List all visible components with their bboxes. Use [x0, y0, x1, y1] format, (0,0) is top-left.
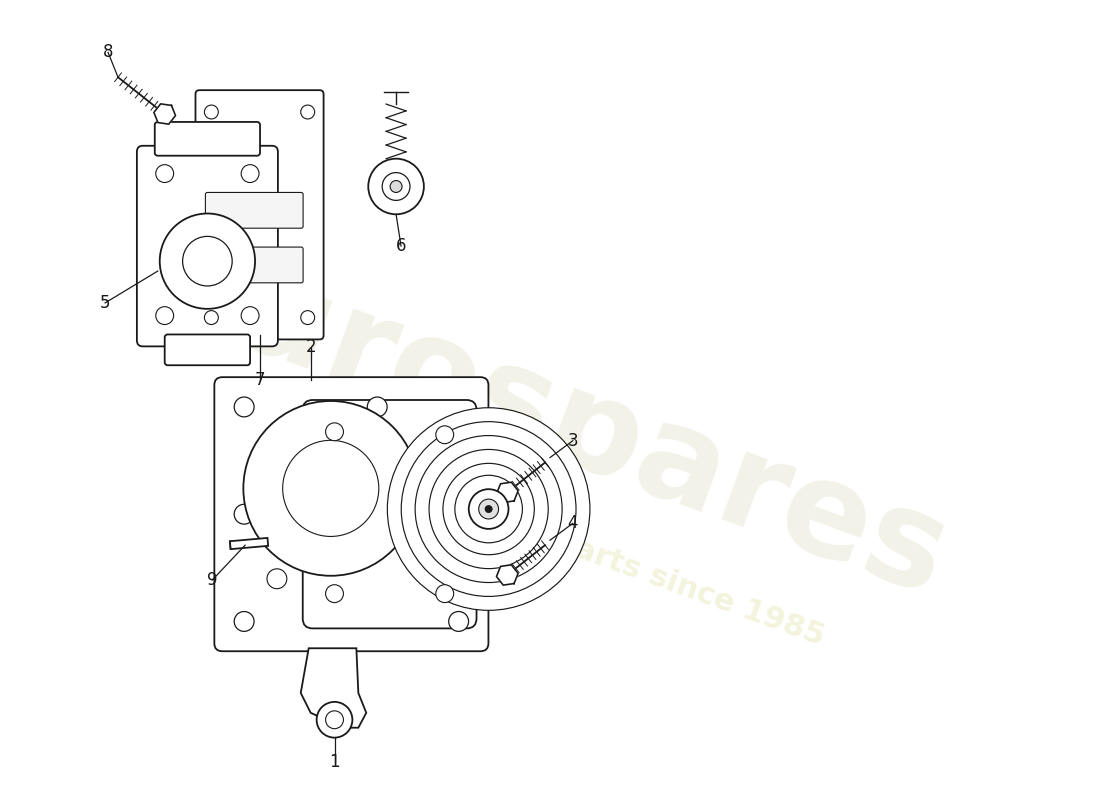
Circle shape — [449, 611, 469, 631]
Circle shape — [382, 173, 410, 200]
Circle shape — [429, 450, 548, 569]
Circle shape — [449, 504, 469, 524]
Text: a passion for parts since 1985: a passion for parts since 1985 — [331, 446, 828, 651]
Polygon shape — [230, 538, 268, 549]
FancyBboxPatch shape — [214, 377, 488, 651]
Text: 1: 1 — [329, 754, 340, 771]
Circle shape — [156, 306, 174, 325]
Circle shape — [436, 585, 453, 602]
Text: 7: 7 — [254, 371, 265, 389]
FancyBboxPatch shape — [165, 334, 250, 366]
Text: eurospares: eurospares — [136, 218, 964, 622]
Text: 8: 8 — [102, 43, 113, 62]
Circle shape — [160, 214, 255, 309]
Text: 3: 3 — [568, 432, 579, 450]
Circle shape — [387, 408, 590, 610]
Circle shape — [485, 505, 493, 513]
FancyBboxPatch shape — [206, 193, 304, 228]
Circle shape — [300, 310, 315, 325]
Circle shape — [156, 165, 174, 182]
Circle shape — [283, 440, 378, 537]
FancyBboxPatch shape — [302, 400, 476, 629]
Circle shape — [205, 105, 218, 119]
FancyBboxPatch shape — [206, 247, 304, 283]
Polygon shape — [496, 482, 518, 502]
Circle shape — [234, 611, 254, 631]
Circle shape — [326, 585, 343, 602]
Circle shape — [234, 397, 254, 417]
Circle shape — [234, 504, 254, 524]
Circle shape — [478, 499, 498, 519]
Polygon shape — [154, 104, 176, 124]
Text: 6: 6 — [396, 237, 406, 255]
FancyBboxPatch shape — [196, 90, 323, 339]
Circle shape — [326, 423, 343, 441]
Text: 5: 5 — [100, 294, 110, 312]
Text: 4: 4 — [568, 514, 579, 532]
Text: 2: 2 — [306, 338, 316, 356]
Circle shape — [415, 435, 562, 582]
Circle shape — [300, 105, 315, 119]
Circle shape — [469, 489, 508, 529]
Circle shape — [443, 463, 535, 554]
Circle shape — [402, 422, 576, 597]
Circle shape — [241, 306, 258, 325]
Circle shape — [317, 702, 352, 738]
Circle shape — [205, 310, 218, 325]
Circle shape — [368, 158, 424, 214]
Circle shape — [241, 165, 258, 182]
Circle shape — [390, 181, 402, 193]
Polygon shape — [300, 648, 366, 728]
Text: 9: 9 — [207, 571, 218, 589]
Circle shape — [243, 401, 418, 576]
Circle shape — [183, 236, 232, 286]
Circle shape — [455, 475, 522, 543]
Circle shape — [367, 397, 387, 417]
Circle shape — [326, 711, 343, 729]
FancyBboxPatch shape — [136, 146, 278, 346]
Polygon shape — [496, 565, 518, 585]
Circle shape — [267, 569, 287, 589]
Circle shape — [436, 426, 453, 444]
FancyBboxPatch shape — [155, 122, 260, 156]
